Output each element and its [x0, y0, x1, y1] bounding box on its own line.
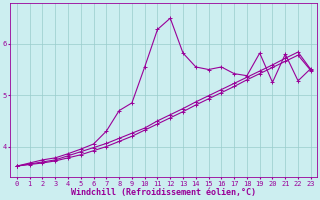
- X-axis label: Windchill (Refroidissement éolien,°C): Windchill (Refroidissement éolien,°C): [71, 188, 256, 197]
